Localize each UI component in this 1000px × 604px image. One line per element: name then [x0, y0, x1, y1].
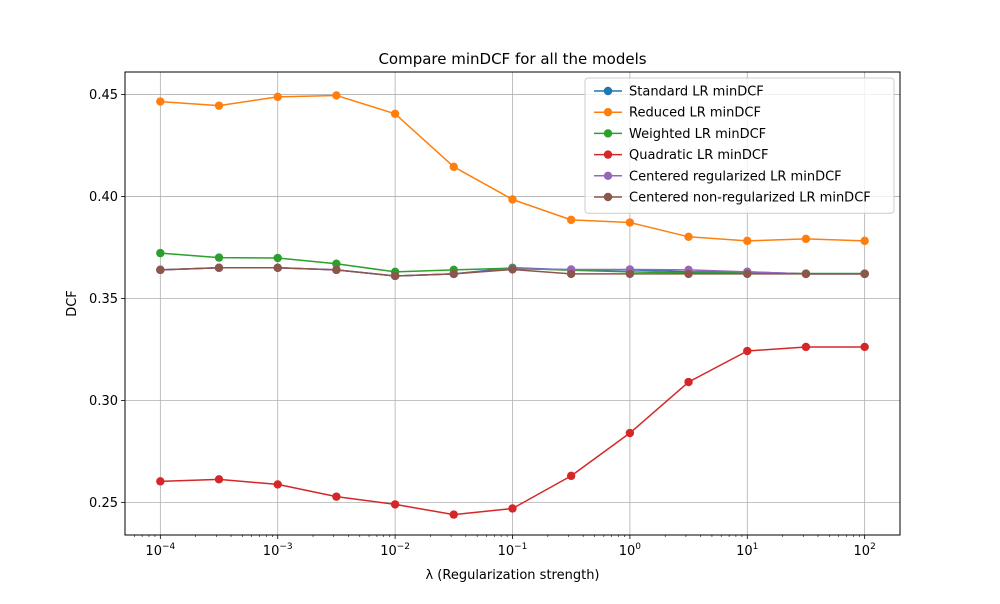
data-point — [508, 265, 517, 274]
legend-box — [584, 77, 895, 214]
x-tick-label: 101 — [736, 542, 758, 559]
y-tick-label: 0.45 — [89, 88, 118, 103]
data-point — [625, 218, 635, 227]
data-point — [156, 477, 165, 486]
data-point — [566, 215, 576, 225]
data-point — [390, 109, 400, 119]
data-point — [449, 269, 458, 279]
data-point — [332, 91, 341, 100]
data-point — [684, 377, 693, 387]
legend-marker — [603, 171, 613, 180]
data-point — [332, 265, 341, 275]
legend-marker — [603, 192, 613, 202]
x-tick-label: 100 — [619, 542, 642, 559]
data-point — [801, 342, 811, 352]
data-point — [156, 248, 165, 258]
series-4 — [156, 342, 869, 519]
data-point — [332, 492, 341, 501]
legend-marker — [603, 129, 613, 138]
y-axis-label: DCF — [65, 290, 80, 317]
data-point — [566, 471, 576, 481]
data-point — [508, 504, 517, 513]
data-point — [390, 271, 400, 281]
chart-title: Compare minDCF for all the models — [378, 50, 646, 68]
data-point — [273, 92, 282, 102]
legend-label: Weighted LR minDCF — [629, 127, 766, 142]
legend-marker — [603, 108, 613, 117]
plot-series — [156, 91, 869, 519]
data-point — [156, 97, 165, 106]
data-point — [449, 162, 458, 172]
axis-ticks: 10−4 10−3 10−2 10−1 100 101 102 0.25 0.30 0.35 0.4… — [89, 88, 876, 559]
x-tick-label: 10−3 — [263, 542, 293, 559]
legend-entry: Quadratic LR minDCF — [594, 148, 768, 163]
data-point — [801, 269, 811, 279]
data-point — [449, 510, 458, 519]
legend-entry: Centered non-regularized LR minDCF — [594, 191, 871, 206]
y-tick-label: 0.40 — [89, 190, 118, 205]
data-point — [390, 500, 400, 509]
legend-entry: Reduced LR minDCF — [594, 106, 761, 121]
legend-label: Quadratic LR minDCF — [629, 148, 768, 163]
series-2 — [156, 91, 869, 246]
data-point — [273, 480, 282, 489]
legend-label: Reduced LR minDCF — [629, 106, 761, 121]
legend-entry: Centered regularized LR minDCF — [594, 169, 842, 184]
y-tick-label: 0.30 — [89, 394, 118, 409]
legend-entry: Weighted LR minDCF — [594, 127, 766, 142]
data-point — [156, 265, 165, 275]
legend-entry: Standard LR minDCF — [594, 85, 764, 100]
data-point — [214, 101, 224, 110]
legend-marker — [603, 86, 613, 96]
legend-label: Centered regularized LR minDCF — [629, 169, 842, 184]
data-point — [214, 475, 224, 484]
data-point — [684, 269, 693, 279]
legend-marker — [603, 150, 613, 159]
series-6 — [156, 263, 869, 281]
data-point — [214, 253, 224, 262]
data-point — [743, 269, 752, 279]
data-point — [860, 269, 869, 279]
y-tick-label: 0.35 — [89, 292, 118, 307]
data-point — [273, 253, 282, 263]
legend-label: Standard LR minDCF — [629, 85, 764, 100]
data-point — [273, 263, 282, 273]
x-tick-label: 10−1 — [498, 542, 528, 559]
data-point — [214, 263, 224, 273]
data-point — [684, 232, 693, 242]
data-point — [801, 234, 811, 244]
x-tick-label: 10−4 — [145, 542, 175, 559]
x-axis-label: λ (Regularization strength) — [425, 568, 599, 583]
legend-label: Centered non-regularized LR minDCF — [629, 191, 871, 206]
data-point — [566, 269, 576, 279]
data-point — [860, 236, 869, 246]
data-point — [625, 428, 635, 438]
x-tick-label: 10−2 — [380, 542, 410, 559]
data-point — [625, 269, 635, 279]
x-tick-label: 102 — [854, 542, 876, 559]
data-point — [743, 346, 752, 356]
data-point — [860, 342, 869, 352]
legend: Standard LR minDCF Reduced LR minDCF Weigh… — [584, 77, 895, 214]
data-point — [743, 236, 752, 246]
data-point — [508, 195, 517, 204]
y-tick-label: 0.25 — [89, 496, 118, 511]
data-point — [332, 259, 341, 268]
